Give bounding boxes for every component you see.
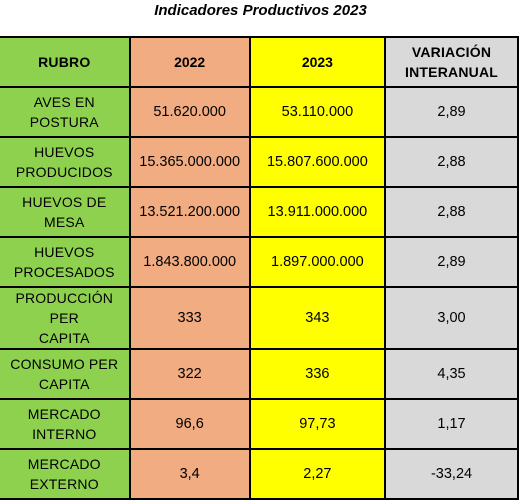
value-2023-cell: 53.110.000	[248, 86, 387, 138]
value-2022-cell: 51.620.000	[128, 86, 251, 138]
header-2023: 2023	[248, 36, 387, 88]
table-row: MERCADO EXTERNO 3,4 2,27 -33,24	[0, 448, 519, 500]
variation-cell: 2,88	[384, 136, 519, 188]
rubro-cell: CONSUMO PER CAPITA	[0, 348, 131, 400]
value-2023-cell: 15.807.600.000	[248, 136, 387, 188]
value-2023-cell: 1.897.000.000	[248, 236, 387, 288]
value-2022-cell: 13.521.200.000	[128, 186, 251, 238]
value-2022-cell: 333	[128, 286, 251, 350]
value-2022-cell: 3,4	[128, 448, 251, 500]
value-2023-cell: 343	[248, 286, 387, 350]
rubro-cell: MERCADO EXTERNO	[0, 448, 131, 500]
rubro-cell: AVES EN POSTURA	[0, 86, 131, 138]
page-title: Indicadores Productivos 2023	[154, 2, 367, 19]
table-row: HUEVOS PROCESADOS 1.843.800.000 1.897.00…	[0, 236, 519, 288]
value-2022-cell: 15.365.000.000	[128, 136, 251, 188]
value-2023-cell: 2,27	[248, 448, 387, 500]
value-2023-cell: 97,73	[248, 398, 387, 450]
variation-cell: -33,24	[384, 448, 519, 500]
value-2022-cell: 322	[128, 348, 251, 400]
variation-cell: 4,35	[384, 348, 519, 400]
value-2023-cell: 13.911.000.000	[248, 186, 387, 238]
table-row: CONSUMO PER CAPITA 322 336 4,35	[0, 348, 519, 400]
table-row: PRODUCCIÓN PER CAPITA 333 343 3,00	[0, 286, 519, 350]
rubro-cell: HUEVOS DE MESA	[0, 186, 131, 238]
header-2022: 2022	[128, 36, 251, 88]
table-row: HUEVOS PRODUCIDOS 15.365.000.000 15.807.…	[0, 136, 519, 188]
table-row: MERCADO INTERNO 96,6 97,73 1,17	[0, 398, 519, 450]
rubro-cell: HUEVOS PROCESADOS	[0, 236, 131, 288]
indicators-table: RUBRO 2022 2023 VARIACIÓN INTERANUAL AVE…	[0, 36, 519, 500]
variation-cell: 2,89	[384, 86, 519, 138]
value-2023-cell: 336	[248, 348, 387, 400]
value-2022-cell: 96,6	[128, 398, 251, 450]
variation-cell: 2,88	[384, 186, 519, 238]
variation-cell: 2,89	[384, 236, 519, 288]
rubro-cell: HUEVOS PRODUCIDOS	[0, 136, 131, 188]
value-2022-cell: 1.843.800.000	[128, 236, 251, 288]
table-row: HUEVOS DE MESA 13.521.200.000 13.911.000…	[0, 186, 519, 238]
table-header-row: RUBRO 2022 2023 VARIACIÓN INTERANUAL	[0, 36, 519, 88]
rubro-cell: MERCADO INTERNO	[0, 398, 131, 450]
header-rubro: RUBRO	[0, 36, 131, 88]
header-variacion: VARIACIÓN INTERANUAL	[384, 36, 519, 88]
variation-cell: 1,17	[384, 398, 519, 450]
variation-cell: 3,00	[384, 286, 519, 350]
table-row: AVES EN POSTURA 51.620.000 53.110.000 2,…	[0, 86, 519, 138]
rubro-cell: PRODUCCIÓN PER CAPITA	[0, 286, 131, 350]
